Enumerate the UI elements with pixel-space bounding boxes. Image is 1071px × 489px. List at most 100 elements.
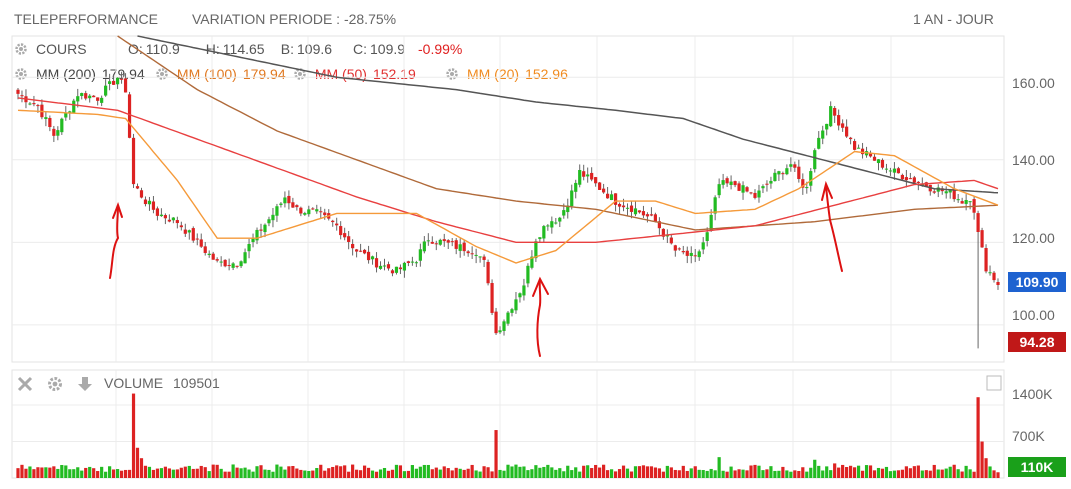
candle-body [207,253,211,256]
volume-bar [932,464,936,478]
volume-bar [809,467,813,478]
volume-bar [801,467,805,478]
volume-bar [566,465,570,478]
candle-body [888,170,893,172]
candle-body [849,137,853,140]
candle-body [845,126,849,137]
candle-body [502,321,506,331]
candle-body [697,251,701,258]
candle-body [382,265,387,267]
candle-body [908,178,912,180]
volume-bar [582,465,586,478]
candle-body [450,241,454,243]
close-icon[interactable] [16,375,34,393]
candle-body [729,181,733,185]
candle-body [88,95,92,99]
volume-bar [88,466,92,478]
gear-icon[interactable] [14,42,28,56]
candle-body [434,243,438,245]
volume-bar [605,470,610,478]
candle-body [462,242,466,252]
candle-body [191,228,195,241]
volume-bar [996,472,1000,478]
candle-body [287,195,291,204]
candle-body [817,137,821,149]
high-value: 114.65 [222,41,265,57]
candle-body [964,199,968,204]
candle-body [231,263,235,268]
mm20-label: MM (20) [466,66,520,82]
candle-body [681,250,685,253]
volume-bar [175,469,179,478]
volume-bar [490,471,494,478]
low-label: B: [280,41,295,57]
volume-bar [167,468,171,478]
candle-body [76,96,80,102]
candle-body [721,180,725,185]
volume-bar [339,466,343,478]
candle-body [366,251,371,261]
volume-bar [100,466,104,478]
candle-body [992,272,996,281]
candle-body [769,180,773,184]
volume-bar [44,467,48,478]
candle-body [841,123,845,128]
gear-icon[interactable] [293,67,307,81]
candle-body [809,171,813,186]
candle-body [765,183,769,185]
ma100-line [117,35,999,231]
volume-bar [171,469,175,478]
candle-body [16,89,20,94]
candle-body [414,262,418,264]
candle-body [470,253,474,255]
candle-body [48,117,52,128]
volume-bar [48,467,52,478]
gear-icon[interactable] [14,67,28,81]
volume-bar [203,467,207,478]
candle-body [283,197,287,204]
volume-bar [976,397,980,478]
volume-label: VOLUME [104,375,164,391]
volume-bar [414,468,418,478]
volume-bar [789,471,793,478]
volume-bar [916,465,920,478]
volume-bar [275,464,279,478]
volume-bar [725,471,729,478]
candle-body [613,193,618,205]
arrow-down-icon[interactable] [76,375,94,393]
candle-body [279,203,283,205]
gear-icon[interactable] [46,375,64,393]
candle-body [629,205,634,212]
volume-bar [637,466,642,478]
volume-bar [323,470,327,478]
candle-body [478,256,482,258]
volume-bar [570,470,574,478]
period-selector[interactable]: 1 AN - JOUR [913,11,994,27]
candle-body [195,238,199,240]
candle-body [303,213,307,215]
volume-bar [28,466,32,478]
candle-body [677,248,681,250]
mm200-label: MM (200) [36,66,96,82]
candle-body [394,266,399,273]
checkbox-icon[interactable] [986,375,1002,391]
volume-bar [964,465,968,478]
volume-bar [311,470,315,478]
candle-body [390,270,395,274]
candle-body [494,311,498,334]
volume-bar [833,463,837,478]
candle-body [633,208,638,215]
volume-bar [586,465,590,478]
volume-bar [518,466,522,478]
gear-icon[interactable] [155,67,169,81]
volume-bar [673,469,677,478]
gear-icon[interactable] [445,67,459,81]
volume-bar [119,470,124,478]
volume-bar [669,467,673,478]
candle-body [757,190,761,198]
volume-bar [777,470,781,478]
open-value: 110.9 [145,41,180,57]
candle-body [171,217,175,221]
volume-bar [40,467,44,478]
